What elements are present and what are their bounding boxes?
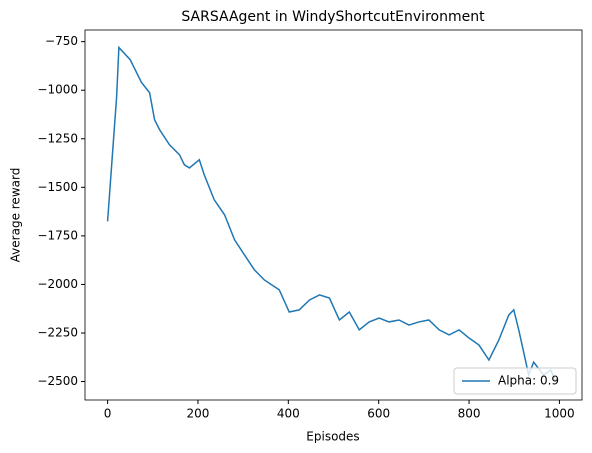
x-tick-label: 400 [277, 407, 300, 421]
x-tick-label: 600 [367, 407, 390, 421]
chart-title: SARSAAgent in WindyShortcutEnvironment [181, 9, 485, 25]
legend-label: Alpha: 0.9 [498, 374, 559, 388]
y-axis-label: Average reward [9, 168, 23, 263]
y-tick-label: −2000 [37, 277, 78, 291]
y-tick-label: −2250 [37, 325, 78, 339]
y-tick-label: −1000 [37, 83, 78, 97]
x-axis-label: Episodes [306, 430, 359, 444]
y-tick-label: −1250 [37, 131, 78, 145]
x-tick-label: 1000 [544, 407, 575, 421]
y-tick-label: −1500 [37, 180, 78, 194]
y-tick-label: −750 [45, 34, 78, 48]
legend-box [453, 367, 577, 395]
line-series [106, 45, 556, 381]
x-tick-label: 800 [458, 407, 481, 421]
x-tick-label: 0 [104, 407, 112, 421]
plot-frame [84, 29, 583, 401]
y-tick-label: −1750 [37, 228, 78, 242]
y-tick-label: −2500 [37, 374, 78, 388]
x-tick-label: 200 [187, 407, 210, 421]
